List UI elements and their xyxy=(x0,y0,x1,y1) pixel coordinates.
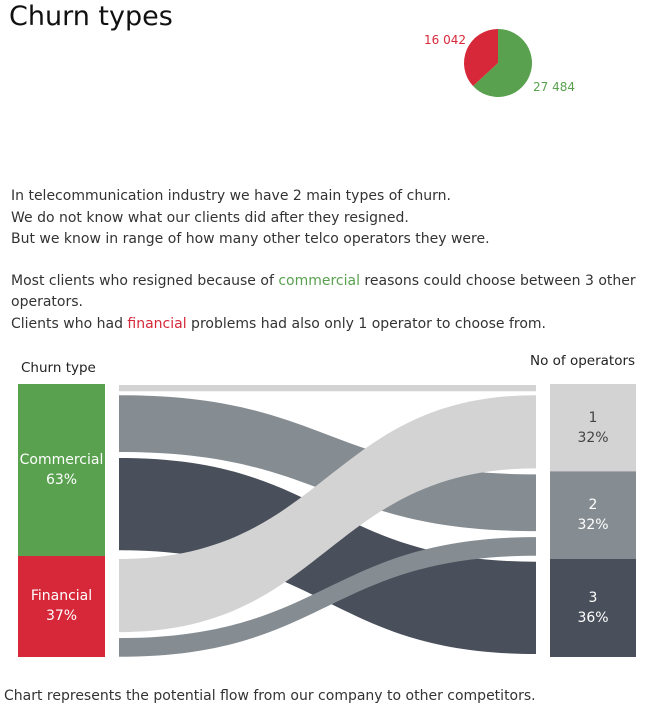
keyword-commercial: commercial xyxy=(278,272,360,289)
churn-type-header: Churn type xyxy=(21,360,96,376)
node-share-commercial: 63% xyxy=(45,471,78,488)
intro-line-3: But we know in range of how many other t… xyxy=(11,231,490,247)
pie-label-financial: 16 042 xyxy=(424,33,466,47)
intro-line-1: In telecommunication industry we have 2 … xyxy=(11,188,451,204)
chart-footnote: Chart represents the potential flow from… xyxy=(4,688,536,704)
node-label-operator-3: 3 36% xyxy=(550,588,636,628)
intro-text: In telecommunication industry we have 2 … xyxy=(11,186,636,335)
node-share-operator-2: 32% xyxy=(577,517,609,534)
node-name-financial: Financial xyxy=(30,588,93,605)
node-name-commercial: Commercial xyxy=(19,451,104,468)
node-label-financial: Financial 37% xyxy=(18,586,105,626)
node-share-financial: 37% xyxy=(45,608,78,625)
churn-pie-chart xyxy=(464,28,532,97)
target-node-operator-2 xyxy=(550,471,636,559)
intro-commercial-pre: Most clients who resigned because of xyxy=(11,272,279,289)
flow-commercial-to-operator-3 xyxy=(119,457,536,654)
flow-financial-to-operator-2 xyxy=(119,537,536,657)
pie-label-commercial: 27 484 xyxy=(533,80,575,94)
intro-financial-post: problems had also only 1 operator to cho… xyxy=(186,315,546,332)
flow-commercial-to-operator-1 xyxy=(119,384,536,392)
intro-commercial-paragraph: Most clients who resigned because of com… xyxy=(11,271,636,314)
intro-line-2: We do not know what our clients did afte… xyxy=(11,209,409,226)
node-label-operator-2: 2 32% xyxy=(550,495,636,535)
source-node-commercial xyxy=(18,384,105,556)
node-label-operator-1: 1 32% xyxy=(550,408,636,448)
flow-financial-to-operator-1 xyxy=(119,395,536,633)
target-node-operator-3 xyxy=(550,558,636,657)
node-name-operator-1: 1 xyxy=(588,409,598,426)
page-title: Churn types xyxy=(9,1,173,32)
pie-slice-commercial xyxy=(473,29,532,97)
intro-commercial-post: reasons could choose between 3 other ope… xyxy=(11,272,636,311)
flow-commercial-to-operator-2 xyxy=(119,395,536,532)
node-name-operator-2: 2 xyxy=(588,497,598,514)
pie-slice-financial xyxy=(464,28,498,87)
target-node-operator-1 xyxy=(550,384,636,472)
node-share-operator-1: 32% xyxy=(577,429,609,446)
operators-header: No of operators xyxy=(530,353,636,369)
keyword-financial: financial xyxy=(127,315,187,332)
node-label-commercial: Commercial 63% xyxy=(18,450,105,490)
intro-financial-pre: Clients who had xyxy=(11,315,128,332)
node-share-operator-3: 36% xyxy=(577,609,609,626)
source-node-financial xyxy=(18,555,105,657)
node-name-operator-3: 3 xyxy=(588,589,598,606)
intro-financial-paragraph: Clients who had financial problems had a… xyxy=(11,314,636,336)
